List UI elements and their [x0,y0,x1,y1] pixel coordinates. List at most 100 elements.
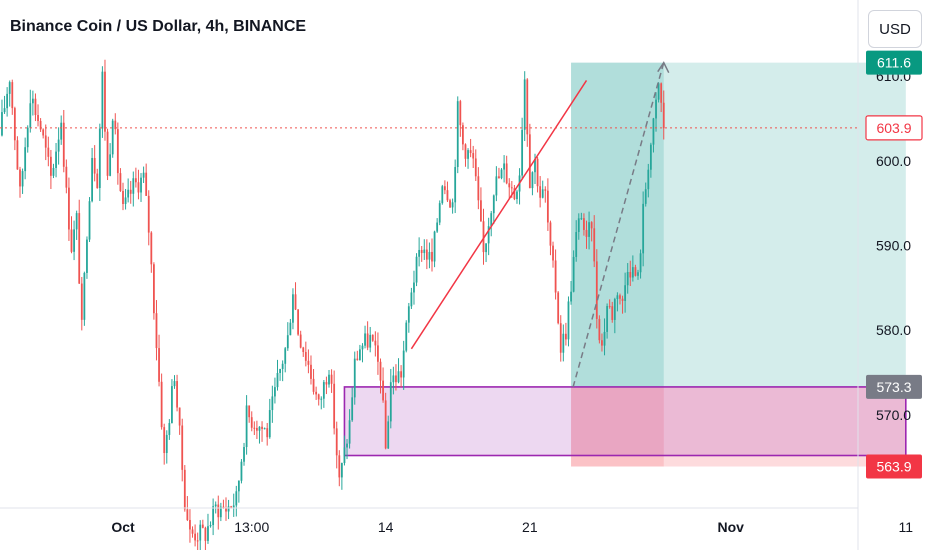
candle-body [389,382,392,422]
candle-body [490,213,493,227]
candle-body [482,221,485,253]
candle-body [379,361,382,381]
candle-body [655,99,657,119]
candle-body [75,213,78,230]
candle-body [62,122,65,167]
candle-body [266,428,269,438]
candle-body [580,218,583,220]
candle-body [657,83,660,100]
candle-body [13,108,16,141]
candle-body [662,102,665,129]
candle-body [91,157,93,202]
candle-body [534,158,536,173]
candle-body [544,189,547,191]
candle-body [462,125,464,145]
candle-body [536,158,539,187]
candle-body [307,360,310,365]
candle-body [55,151,57,168]
candle-body [601,340,603,346]
candle-body [446,190,449,201]
candle-body [359,349,361,361]
candle-body [539,186,542,198]
candle-body [181,425,184,470]
candle-body [70,229,73,252]
candle-body [469,150,472,154]
candle-body [207,526,209,541]
candle-body [284,348,287,364]
candle-body [31,98,34,104]
price-label-current-text: 603.9 [876,120,911,136]
candle-body [142,172,145,178]
candle-body [168,423,171,435]
candle-body [443,186,446,191]
candle-body [637,272,639,276]
candle-body [297,309,299,335]
candle-body [642,203,645,254]
candle-body [436,222,439,232]
candle-body [467,150,469,159]
candle-body [98,128,101,189]
candle-body [317,394,320,400]
profit-zone [571,62,906,387]
candle-body [459,101,462,126]
candle-body [214,504,217,507]
candle-body [212,506,215,526]
candle-body [312,378,315,392]
candle-body [310,364,312,379]
candle-body [552,245,554,261]
candle-body [119,173,122,191]
candle-body [171,386,173,424]
candle-body [410,292,413,307]
candle-body [274,387,276,397]
candle-body [343,447,346,464]
candle-body [209,525,212,527]
candle-body [219,506,222,518]
candle-body [567,301,570,340]
projection-arrow-head [657,61,670,73]
candle-body [508,183,511,188]
candle-body [268,410,271,438]
currency-button[interactable]: USD [868,10,922,48]
candle-body [292,294,294,323]
candle-body [147,195,150,233]
candle-body [271,396,274,411]
candle-body [629,271,632,278]
candle-body [351,397,354,421]
candle-body [222,506,225,508]
candle-body [369,334,372,348]
candle-body [196,540,199,542]
candle-body [510,187,513,189]
candle-body [485,243,487,253]
candle-body [201,524,204,528]
candle-body [387,421,390,449]
candle-body [19,169,21,187]
candle-body [397,371,400,383]
candle-body [634,267,637,276]
candle-body [129,189,132,194]
candle-body [451,202,454,208]
candle-body [474,158,477,177]
candle-body [245,405,248,448]
candle-body [598,318,601,341]
candle-body [418,249,421,257]
demand-zone [343,386,907,457]
candle-body [402,350,405,378]
candle-body [348,420,351,444]
candle-body [6,93,9,109]
candle-body [395,375,397,383]
candle-body [225,507,227,512]
candle-body [114,120,117,130]
candle-body [415,256,418,283]
candle-body [570,291,572,302]
candle-body [145,172,148,196]
candle-body [639,253,642,273]
candle-body [340,463,343,478]
candle-body [8,82,11,94]
y-tick-label: 570.0 [876,407,911,423]
candle-body [276,372,279,388]
candle-body [124,197,127,204]
candle-body [505,163,508,184]
candle-body [191,529,194,534]
